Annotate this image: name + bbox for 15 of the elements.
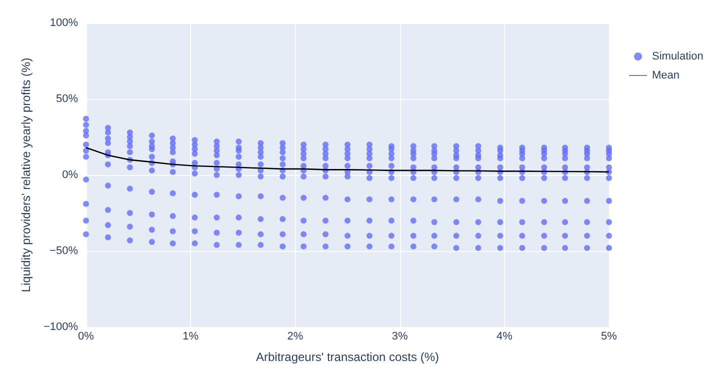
x-tick-label: 4% [496, 330, 513, 342]
x-tick-label: 5% [601, 330, 618, 342]
x-axis-title: Arbitrageurs' transaction costs (%) [256, 350, 440, 364]
y-tick-label: 50% [56, 93, 78, 105]
x-tick-label: 2% [287, 330, 304, 342]
y-tick-label: 100% [50, 17, 78, 29]
y-axis-title: Liquidity providers' relative yearly profits (%) [19, 58, 33, 292]
legend-label: Simulation [652, 50, 704, 62]
x-tick-label: 3% [392, 330, 408, 342]
legend-label: Mean [652, 70, 680, 82]
y-tick-label: −100% [43, 321, 78, 333]
x-tick-label: 1% [182, 330, 199, 342]
y-tick-label: −50% [50, 245, 78, 257]
y-tick-label: 0% [62, 169, 78, 181]
x-tick-label: 0% [78, 330, 94, 342]
